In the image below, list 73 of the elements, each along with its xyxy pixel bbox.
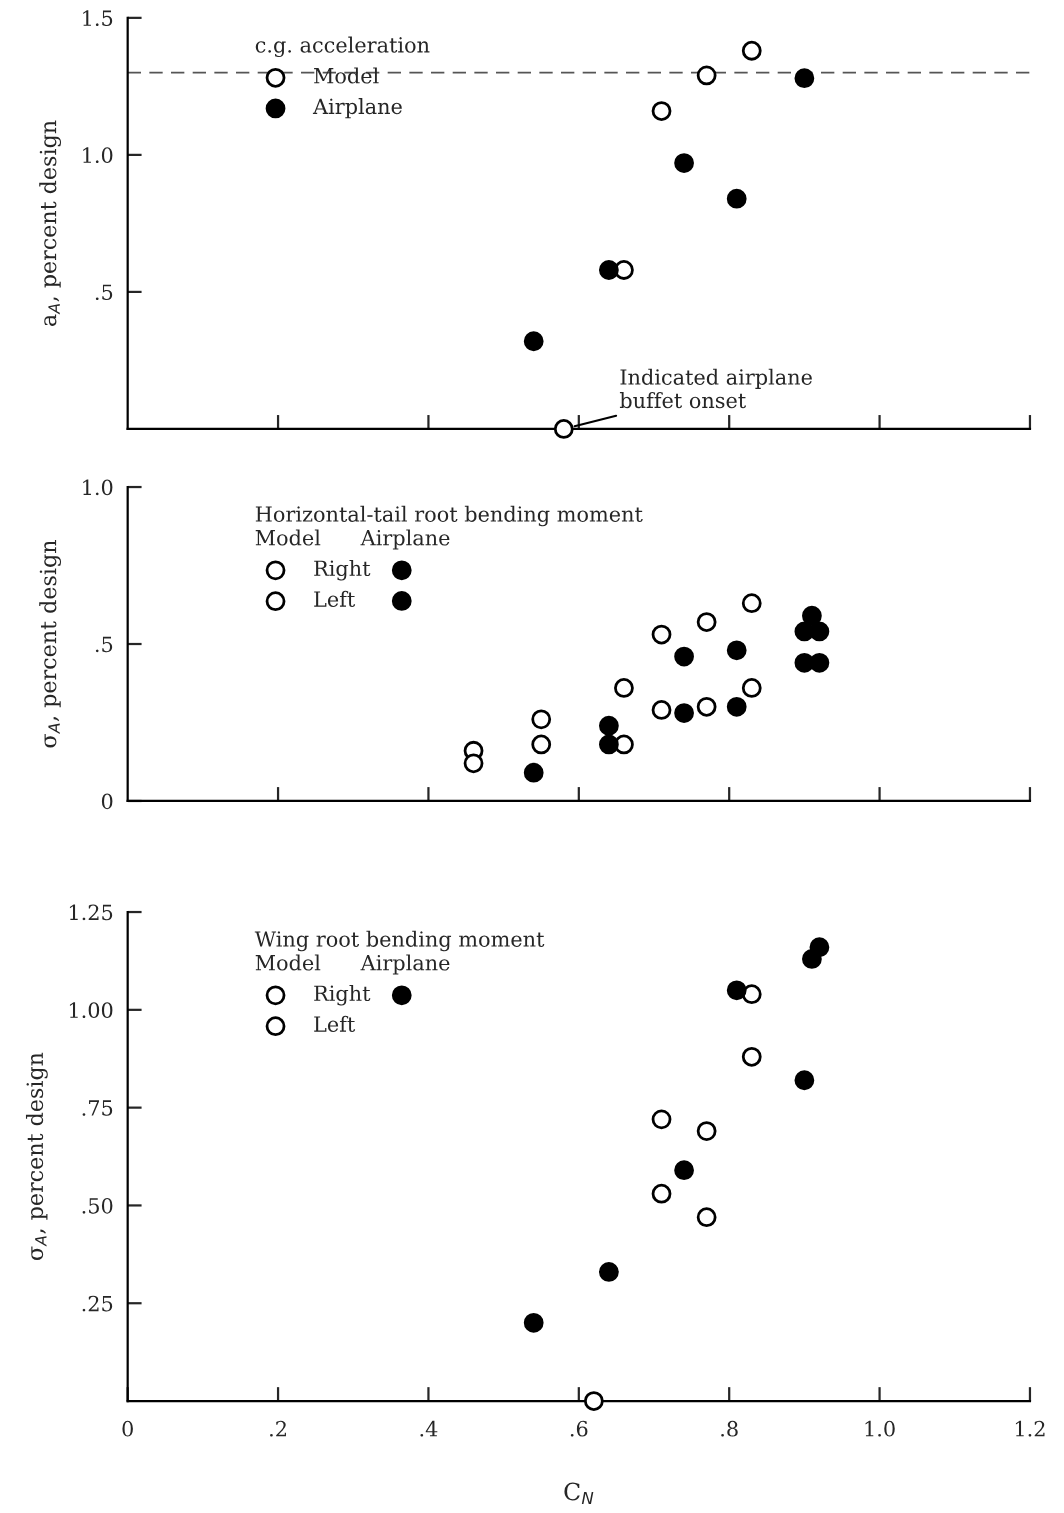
legend-label: Right [314,984,371,1006]
legend-title: Wing root bending moment Model Airplane [254,930,545,975]
point [599,734,619,755]
legend-label: Airplane [312,98,402,119]
point [741,40,762,61]
point [794,68,815,89]
point [674,703,694,723]
y-tick-label: .75 [82,1100,113,1116]
y-axis-title: σ$_{A}$, percent design [25,1052,48,1260]
point [696,1121,717,1141]
point [674,153,694,173]
y-tick-label: 1.00 [69,1002,113,1019]
y-tick-label: 1.0 [83,479,113,496]
legend-title: c.g. acceleration [255,36,430,58]
point [651,700,672,720]
legend-label: Left [314,590,356,607]
point [523,1312,544,1333]
point [651,101,672,121]
legend-label: Right [314,559,371,581]
point [651,1109,672,1130]
point [523,762,544,783]
point [809,937,830,958]
point [651,624,672,645]
y-axis-title: a$_{A}$, percent design [39,120,62,326]
point [696,1207,717,1228]
y-axis-title: σ$_{A}$, percent design [39,540,62,748]
point [531,734,552,755]
point [696,612,717,632]
point [599,1262,619,1282]
point [531,709,552,730]
legend-label: Model [314,67,379,84]
legend-label: Left [314,1015,356,1032]
x-tick-label: .8 [721,1420,738,1437]
y-tick-label: .5 [95,284,113,301]
point [696,65,717,86]
point [726,188,747,209]
point [523,331,544,352]
legend-title: Horizontal-tail root bending moment Model Airplane [255,505,643,550]
point [674,646,694,667]
point [726,696,747,717]
annotation: Indicated airplane buffet onset [619,368,812,409]
y-tick-label: .5 [95,636,113,653]
point [802,605,822,626]
x-tick-label: .2 [270,1420,286,1437]
point [463,753,484,774]
y-tick-label: .50 [82,1197,113,1214]
point [794,1070,815,1091]
x-tick-label: .6 [570,1420,588,1437]
point [599,715,619,736]
point [599,260,619,280]
x-tick-label: .4 [420,1420,438,1437]
point [809,652,830,673]
point [741,1046,762,1067]
point [614,678,634,698]
x-tick-label: 1.0 [865,1420,895,1437]
point [741,678,762,698]
point [553,419,574,439]
x-tick-label: 0 [122,1420,133,1437]
x-tick-label: 1.2 [1015,1420,1045,1437]
y-tick-label: 1.5 [83,10,113,27]
y-tick-label: .25 [82,1295,113,1312]
y-tick-label: 0 [101,793,113,810]
point [583,1391,604,1411]
point [741,593,762,614]
point [696,696,717,717]
point [651,1183,672,1204]
point [726,980,747,1001]
point [726,640,747,661]
point [674,1160,694,1181]
y-tick-label: 1.0 [83,147,113,164]
point [809,621,830,642]
y-tick-label: 1.25 [69,904,113,921]
x-axis-title: C$_{N}$ [564,1482,594,1504]
